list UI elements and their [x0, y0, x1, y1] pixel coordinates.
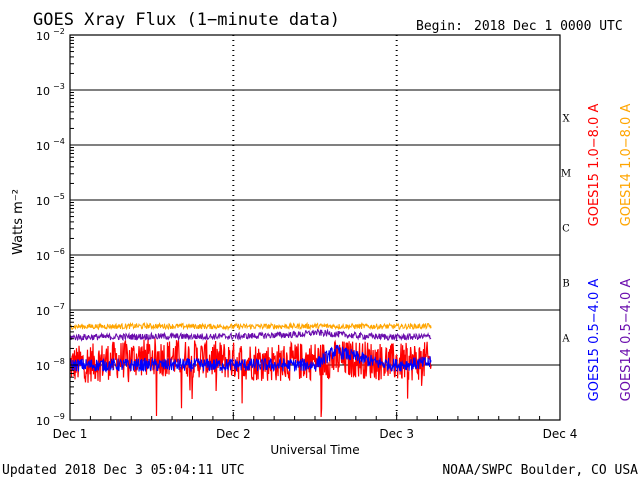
flare-class-label: B	[562, 279, 569, 290]
plot-frame	[69, 34, 561, 421]
flare-class-label: X	[562, 114, 570, 125]
y-tick-exponent: −8	[53, 357, 65, 366]
y-tick-exponent: −5	[53, 192, 65, 201]
y-tick-exponent: −3	[53, 82, 65, 91]
series-line-3	[69, 328, 432, 342]
y-tick-label: 10	[36, 195, 50, 208]
y-tick-exponent: −9	[53, 412, 65, 421]
begin-value: 2018 Dec 1 0000 UTC	[474, 19, 623, 34]
legend-goes14-long: GOES14 1.0−8.0 A	[619, 104, 634, 227]
data-source: NOAA/SWPC Boulder, CO USA	[442, 463, 638, 478]
x-axis-title: Universal Time	[270, 443, 359, 457]
y-tick-label: 10	[36, 360, 50, 373]
y-tick-exponent: −7	[53, 302, 65, 311]
x-tick-label: Dec 1	[53, 427, 88, 441]
legend-goes15-short: GOES15 0.5−4.0 A	[587, 279, 602, 402]
y-tick-exponent: −2	[53, 27, 65, 36]
chart-title: GOES Xray Flux (1−minute data)	[33, 10, 340, 30]
x-tick-label: Dec 3	[379, 427, 414, 441]
begin-label: Begin:	[416, 19, 463, 34]
y-tick-label: 10	[36, 415, 50, 428]
series-line-2	[69, 344, 432, 373]
y-tick-label: 10	[36, 85, 50, 98]
updated-timestamp: Updated 2018 Dec 3 05:04:11 UTC	[2, 463, 245, 478]
y-tick-label: 10	[36, 140, 50, 153]
y-tick-label: 10	[36, 305, 50, 318]
x-tick-label: Dec 4	[543, 427, 578, 441]
y-tick-exponent: −6	[53, 247, 65, 256]
series-lines	[69, 321, 432, 418]
y-tick-label: 10	[36, 250, 50, 263]
legend-goes15-long: GOES15 1.0−8.0 A	[587, 104, 602, 227]
flare-class-label: C	[562, 224, 570, 235]
series-line-0	[69, 338, 432, 418]
legend-goes14-short: GOES14 0.5−4.0 A	[619, 279, 634, 402]
flare-class-label: A	[561, 334, 570, 345]
series-line-1	[70, 321, 432, 332]
y-axis-title: Watts m⁻²	[11, 189, 26, 255]
flare-class-label: M	[561, 169, 571, 180]
y-tick-label: 10	[36, 30, 50, 43]
y-tick-exponent: −4	[53, 137, 65, 146]
x-tick-label: Dec 2	[216, 427, 251, 441]
